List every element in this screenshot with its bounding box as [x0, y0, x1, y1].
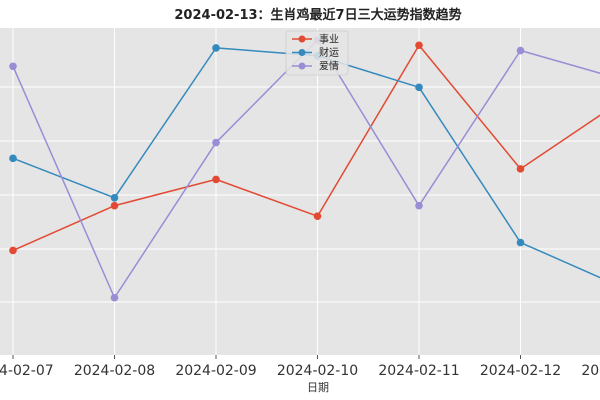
data-point	[110, 194, 119, 202]
x-tick-label: 2024-02-07	[0, 363, 54, 379]
data-point	[212, 175, 220, 184]
data-point	[110, 293, 119, 302]
data-point	[415, 201, 423, 210]
data-point	[415, 83, 423, 92]
legend-marker	[298, 49, 306, 56]
data-point	[516, 238, 525, 247]
x-axis-label: 日期	[307, 381, 329, 394]
legend-label: 事业	[319, 33, 339, 46]
legend-marker	[298, 62, 306, 70]
data-point	[516, 46, 525, 55]
legend-marker	[298, 35, 306, 43]
data-point	[9, 154, 17, 163]
data-point	[9, 246, 17, 255]
chart-title: 2024-02-13：生肖鸡最近7日三大运势指数趋势	[174, 7, 461, 23]
x-tick-label: 2024-02-09	[175, 363, 256, 379]
data-point	[212, 138, 220, 147]
data-point	[415, 41, 423, 50]
x-tick-label: 2024-02-08	[74, 363, 155, 379]
x-tick-label: 2024-02-13	[581, 363, 600, 379]
data-point	[313, 212, 322, 221]
x-tick-label: 2024-02-11	[378, 363, 459, 379]
x-tick-label: 2024-02-12	[480, 363, 561, 379]
x-tick-label: 2024-02-10	[277, 363, 358, 379]
data-point	[516, 165, 525, 173]
data-point	[212, 44, 220, 52]
plot-area	[0, 28, 600, 355]
data-point	[9, 62, 17, 71]
legend-label: 财运	[319, 46, 339, 59]
data-point	[110, 201, 119, 210]
x-tick-labels: 2024-02-07 2024-02-08 2024-02-09 2024-02-10…	[0, 355, 600, 379]
grid	[0, 28, 600, 355]
legend-label: 爱情	[319, 60, 339, 73]
